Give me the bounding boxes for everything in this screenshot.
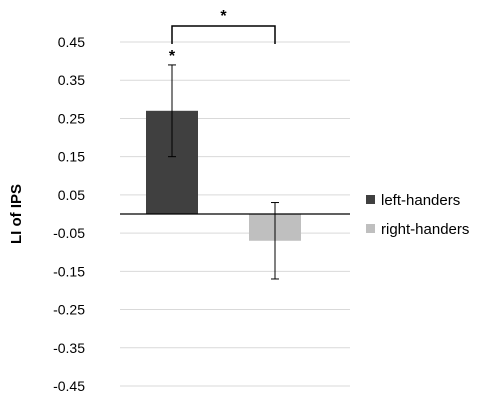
y-tick-label: 0.25	[58, 110, 85, 126]
y-tick-label: 0.45	[58, 34, 85, 50]
legend-swatch-left-handers	[366, 195, 375, 204]
bars	[146, 110, 301, 241]
y-tick-label: 0.05	[58, 187, 85, 203]
y-axis-label: LI of IPS	[8, 184, 25, 244]
legend: left-handers right-handers	[366, 192, 469, 238]
y-axis-ticks: 0.45 0.35 0.25 0.15 0.05 -0.05 -0.15 -0.25 -0.35…	[53, 34, 85, 394]
legend-label-left-handers: left-handers	[381, 192, 460, 209]
comparison-bracket	[171, 25, 276, 44]
y-tick-label: 0.15	[58, 149, 85, 165]
significance-annotations: **	[169, 8, 276, 65]
y-tick-label: 0.35	[58, 72, 85, 88]
error-bars	[168, 64, 279, 280]
y-tick-label: -0.25	[53, 302, 85, 318]
significance-star: *	[169, 48, 176, 65]
legend-swatch-right-handers	[366, 224, 375, 233]
legend-label-right-handers: right-handers	[381, 221, 469, 238]
y-tick-label: -0.35	[53, 340, 85, 356]
y-tick-label: -0.05	[53, 225, 85, 241]
y-tick-label: -0.15	[53, 263, 85, 279]
y-tick-label: -0.45	[53, 378, 85, 394]
bracket-star: *	[220, 8, 227, 25]
